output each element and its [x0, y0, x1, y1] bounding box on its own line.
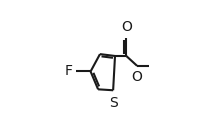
Text: O: O	[121, 20, 132, 34]
Text: S: S	[109, 96, 118, 110]
Text: O: O	[132, 70, 143, 84]
Text: F: F	[65, 64, 73, 78]
